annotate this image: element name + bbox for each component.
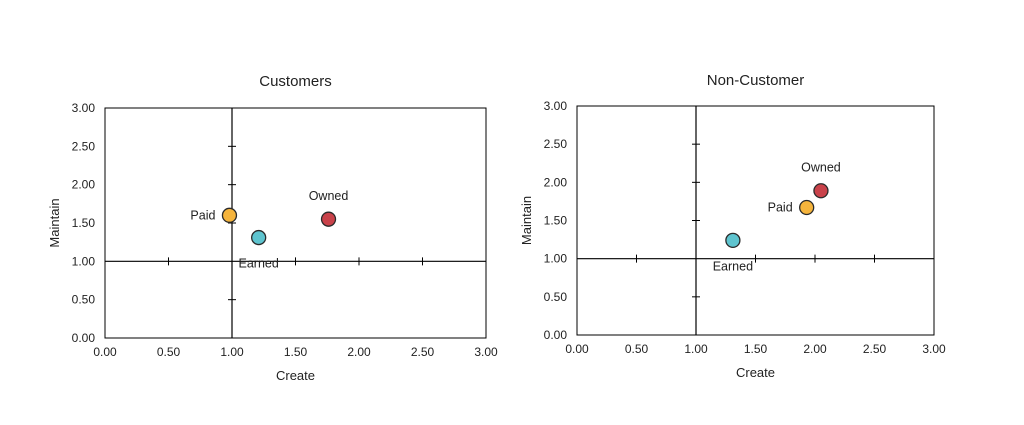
y-tick-label: 0.00 — [544, 328, 568, 342]
x-axis-label: Create — [736, 365, 775, 380]
data-point-label-earned: Earned — [713, 259, 753, 273]
y-tick-label: 1.00 — [544, 252, 568, 266]
x-tick-label: 1.50 — [744, 342, 768, 356]
y-tick-label: 2.00 — [72, 178, 96, 192]
data-point-label-owned: Owned — [309, 189, 349, 203]
chart-1: Customers 0.00 0.50 1.00 1.50 2.00 2.50 3.00 0.0… — [47, 73, 498, 383]
data-point-earned — [725, 232, 741, 248]
data-point-label-paid: Paid — [768, 201, 793, 215]
x-tick-label: 3.00 — [922, 342, 946, 356]
chart-title: Customers — [259, 73, 332, 90]
y-tick-label: 2.50 — [544, 137, 568, 151]
plot-area-frame — [104, 107, 487, 339]
x-tick-label: 2.00 — [803, 342, 827, 356]
y-tick-label: 1.50 — [544, 214, 568, 228]
x-tick-label: 2.50 — [411, 345, 435, 359]
data-point-owned — [813, 183, 829, 199]
x-tick-label: 0.50 — [157, 345, 181, 359]
y-axis-label: Maintain — [47, 198, 62, 247]
x-tick-label: 0.50 — [625, 342, 649, 356]
y-tick-label: 3.00 — [72, 101, 96, 115]
y-tick-label: 1.50 — [72, 216, 96, 230]
x-axis-label: Create — [276, 368, 315, 383]
x-tick-label: 2.00 — [347, 345, 371, 359]
x-tick-label: 0.00 — [93, 345, 117, 359]
y-tick-label: 0.50 — [544, 290, 568, 304]
y-tick-label: 0.50 — [72, 293, 96, 307]
x-tick-label: 2.50 — [863, 342, 887, 356]
y-tick-label: 2.50 — [72, 139, 96, 153]
chart-2: Non-Customer 0.00 0.50 1.00 1.50 2.00 2.50 3.00… — [519, 72, 946, 380]
x-tick-label: 1.00 — [684, 342, 708, 356]
data-point-earned — [251, 229, 267, 246]
x-tick-label: 0.00 — [565, 342, 589, 356]
data-point-paid — [221, 207, 238, 223]
y-tick-label: 1.00 — [72, 254, 96, 268]
y-axis-label: Maintain — [519, 196, 534, 245]
y-tick-label: 3.00 — [544, 99, 568, 113]
data-point-label-earned: Earned — [239, 257, 279, 271]
data-point-owned — [320, 211, 337, 227]
x-tick-label: 3.00 — [474, 345, 498, 359]
x-tick-label: 1.00 — [220, 345, 244, 359]
chart-title: Non-Customer — [707, 72, 805, 89]
data-point-label-owned: Owned — [801, 161, 841, 175]
data-point-paid — [799, 199, 815, 216]
y-tick-label: 0.00 — [72, 331, 96, 345]
data-point-label-paid: Paid — [190, 208, 215, 222]
x-tick-label: 1.50 — [284, 345, 308, 359]
plot-area-frame — [576, 105, 935, 336]
y-tick-label: 2.00 — [544, 175, 568, 189]
